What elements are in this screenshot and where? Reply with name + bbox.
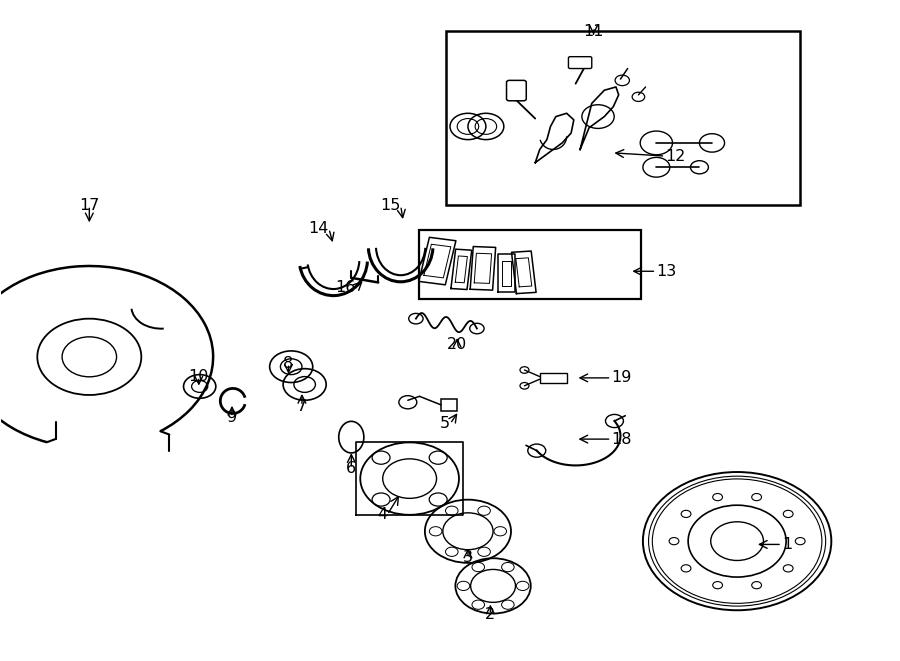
Text: 12: 12 xyxy=(665,149,686,163)
Text: 14: 14 xyxy=(309,221,328,236)
Text: 1: 1 xyxy=(782,537,792,552)
Text: 9: 9 xyxy=(227,410,237,425)
Text: 8: 8 xyxy=(284,356,293,371)
Text: 10: 10 xyxy=(189,369,209,384)
Text: 2: 2 xyxy=(485,607,495,623)
Text: 19: 19 xyxy=(611,370,632,385)
FancyBboxPatch shape xyxy=(507,81,526,100)
Text: 15: 15 xyxy=(381,198,400,213)
Text: 4: 4 xyxy=(377,507,387,522)
Text: 11: 11 xyxy=(583,24,604,38)
Bar xyxy=(418,230,641,299)
FancyBboxPatch shape xyxy=(441,399,457,410)
Bar xyxy=(446,31,800,206)
Text: 5: 5 xyxy=(440,416,450,432)
FancyBboxPatch shape xyxy=(569,57,592,69)
Text: 7: 7 xyxy=(297,399,307,414)
Text: 17: 17 xyxy=(79,198,100,213)
FancyBboxPatch shape xyxy=(540,373,567,383)
Text: 13: 13 xyxy=(656,264,677,279)
Text: 6: 6 xyxy=(346,461,356,476)
Text: 20: 20 xyxy=(447,338,467,352)
Text: 16: 16 xyxy=(336,280,356,295)
Text: 3: 3 xyxy=(463,550,473,565)
Text: 18: 18 xyxy=(611,432,632,447)
